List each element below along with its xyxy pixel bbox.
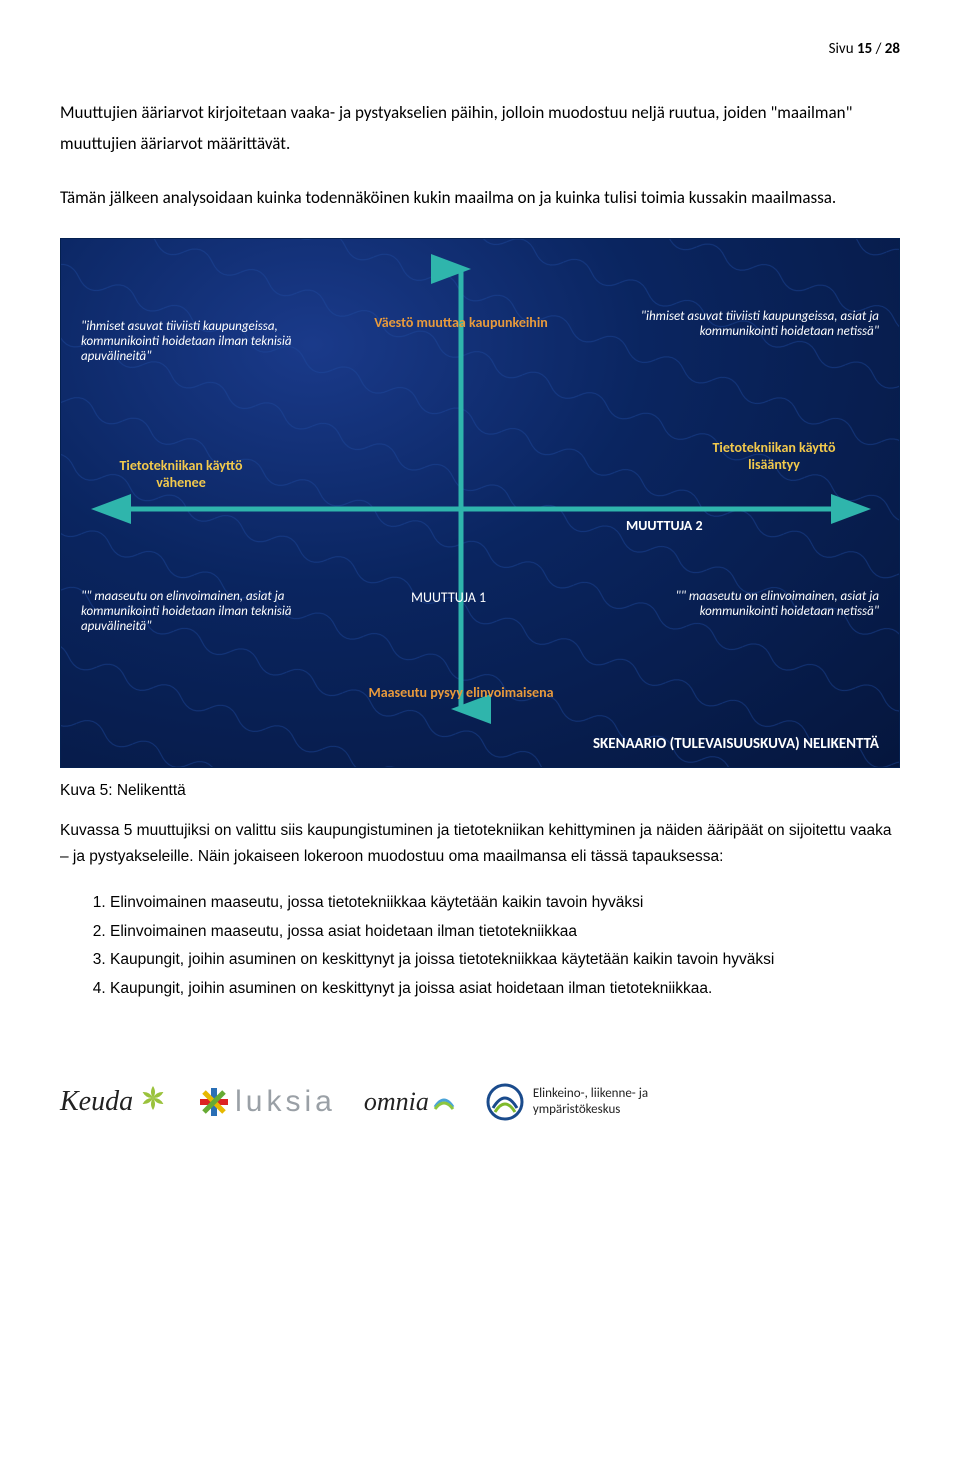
- quadrant-diagram: "ihmiset asuvat tiiviisti kaupungeissa, …: [60, 238, 900, 768]
- paragraph-1: Muuttujien ääriarvot kirjoitetaan vaaka-…: [60, 98, 900, 159]
- footer-logos: Keuda luksia omnia: [60, 1082, 900, 1122]
- quadrant-bottom-right: "" maaseutu on elinvoimainen, asiat ja k…: [629, 589, 879, 619]
- scenario-list: Elinvoimainen maaseutu, jossa tietotekni…: [60, 890, 900, 1001]
- quadrant-bottom-left: "" maaseutu on elinvoimainen, asiat ja k…: [81, 589, 341, 634]
- x-axis-right-label-2: lisääntyy: [669, 456, 879, 473]
- logo-ely: Elinkeino-, liikenne- ja ympäristökeskus: [485, 1082, 648, 1122]
- x-axis-left-label-1: Tietotekniikan käyttö: [81, 457, 281, 474]
- logo-keuda-text: Keuda: [60, 1086, 133, 1118]
- list-item: Elinvoimainen maaseutu, jossa tietotekni…: [110, 890, 900, 916]
- x-axis-right-label-1: Tietotekniikan käyttö: [669, 439, 879, 456]
- figure-caption: Kuva 5: Nelikenttä: [60, 782, 900, 800]
- diagram-caption: SKENAARIO (TULEVAISUUSKUVA) NELIKENTTÄ: [593, 735, 879, 753]
- y-axis-bottom-label: Maaseutu pysyy elinvoimaisena: [321, 684, 601, 701]
- logo-ely-line-1: Elinkeino-, liikenne- ja: [533, 1086, 648, 1102]
- page-prefix: Sivu: [829, 40, 857, 58]
- list-item: Kaupungit, joihin asuminen on keskittyny…: [110, 976, 900, 1002]
- list-item: Kaupungit, joihin asuminen on keskittyny…: [110, 947, 900, 973]
- paragraph-3: Kuvassa 5 muuttujiksi on valittu siis ka…: [60, 818, 900, 871]
- luksia-mark-icon: [197, 1085, 231, 1119]
- page-sep: /: [872, 40, 885, 58]
- quadrant-top-left: "ihmiset asuvat tiiviisti kaupungeissa, …: [81, 319, 321, 364]
- x-axis-left-label-2: vähenee: [81, 474, 281, 491]
- logo-keuda: Keuda: [60, 1082, 169, 1122]
- flower-icon: [137, 1082, 169, 1122]
- logo-luksia-text: luksia: [235, 1085, 336, 1119]
- logo-omnia-text: omnia: [364, 1087, 429, 1117]
- axis-1-label: MUUTTUJA 1: [411, 589, 486, 606]
- axis-2-label: MUUTTUJA 2: [626, 517, 703, 534]
- logo-luksia: luksia: [197, 1085, 336, 1119]
- page-current: 15: [857, 40, 872, 58]
- quadrant-top-right: "ihmiset asuvat tiiviisti kaupungeissa, …: [609, 309, 879, 339]
- list-item: Elinvoimainen maaseutu, jossa asiat hoid…: [110, 919, 900, 945]
- page-total: 28: [885, 40, 900, 58]
- logo-omnia: omnia: [364, 1087, 457, 1117]
- y-axis-top-label: Väestö muuttaa kaupunkeihin: [321, 314, 601, 331]
- page-header: Sivu 15 / 28: [60, 40, 900, 58]
- omnia-mark-icon: [431, 1089, 457, 1115]
- ely-mark-icon: [485, 1082, 525, 1122]
- paragraph-2: Tämän jälkeen analysoidaan kuinka todenn…: [60, 183, 900, 214]
- logo-ely-line-2: ympäristökeskus: [533, 1102, 648, 1118]
